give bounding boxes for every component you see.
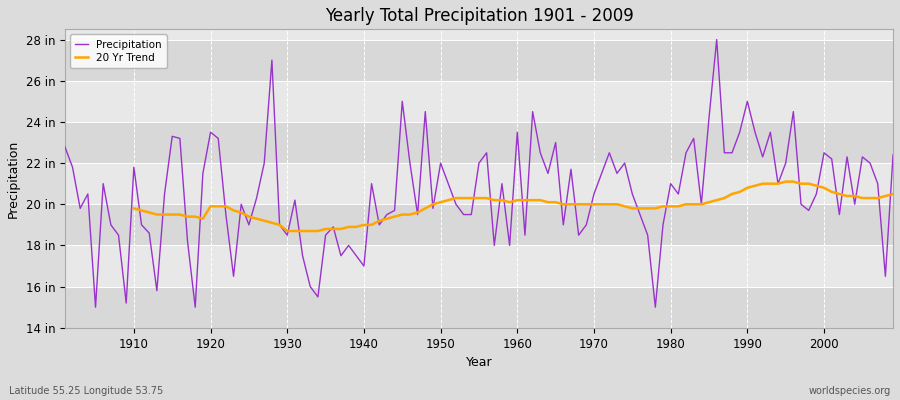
X-axis label: Year: Year [465,356,492,369]
Title: Yearly Total Precipitation 1901 - 2009: Yearly Total Precipitation 1901 - 2009 [325,7,634,25]
Precipitation [887,152,898,157]
Bar [65,122,893,163]
20 Yr Trend [274,222,285,227]
Precipitation [519,233,530,238]
Text: Latitude 55.25 Longitude 53.75: Latitude 55.25 Longitude 53.75 [9,386,163,396]
Y-axis label: Precipitation: Precipitation [7,140,20,218]
Precipitation [711,37,722,42]
20 Yr Trend [842,194,852,198]
Precipitation [59,144,70,149]
Precipitation [343,243,354,248]
20 Yr Trend [129,206,140,211]
Line: 20 Yr Trend: 20 Yr Trend [134,182,893,231]
20 Yr Trend [312,229,323,234]
Legend: Precipitation, 20 Yr Trend: Precipitation, 20 Yr Trend [70,34,166,68]
Precipitation [512,130,523,135]
20 Yr Trend [865,196,876,200]
Bar [65,40,893,81]
Precipitation [612,171,623,176]
Bar [65,204,893,246]
20 Yr Trend [780,179,791,184]
Bar [65,287,893,328]
Bar [65,81,893,122]
Bar [65,246,893,287]
Precipitation [297,253,308,258]
20 Yr Trend [527,198,538,202]
Line: Precipitation: Precipitation [65,40,893,307]
20 Yr Trend [589,202,599,207]
Text: worldspecies.org: worldspecies.org [809,386,891,396]
Precipitation [129,165,140,170]
20 Yr Trend [282,229,292,234]
Precipitation [90,305,101,310]
20 Yr Trend [887,192,898,196]
Bar [65,163,893,204]
